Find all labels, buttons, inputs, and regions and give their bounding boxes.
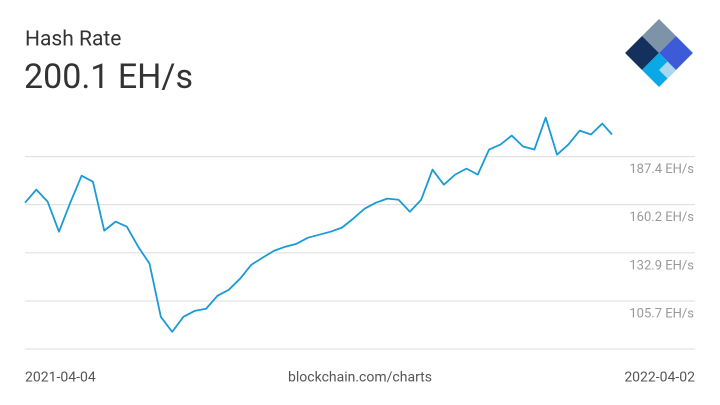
y-tick-label: 160.2 EH/s	[629, 210, 694, 225]
headline-value: 200.1 EH/s	[24, 57, 193, 97]
y-tick-label: 132.9 EH/s	[629, 258, 694, 273]
y-tick-label: 187.4 EH/s	[629, 162, 694, 177]
chart-title: Hash Rate	[25, 28, 121, 52]
data-line	[24, 116, 613, 333]
y-tick-label: 105.7 EH/s	[629, 306, 694, 321]
x-tick-label: 2021-04-04	[25, 370, 96, 386]
source: blockchain.com/charts	[288, 370, 432, 386]
x-tick-label: 2022-04-02	[624, 370, 695, 386]
logo	[625, 19, 693, 87]
